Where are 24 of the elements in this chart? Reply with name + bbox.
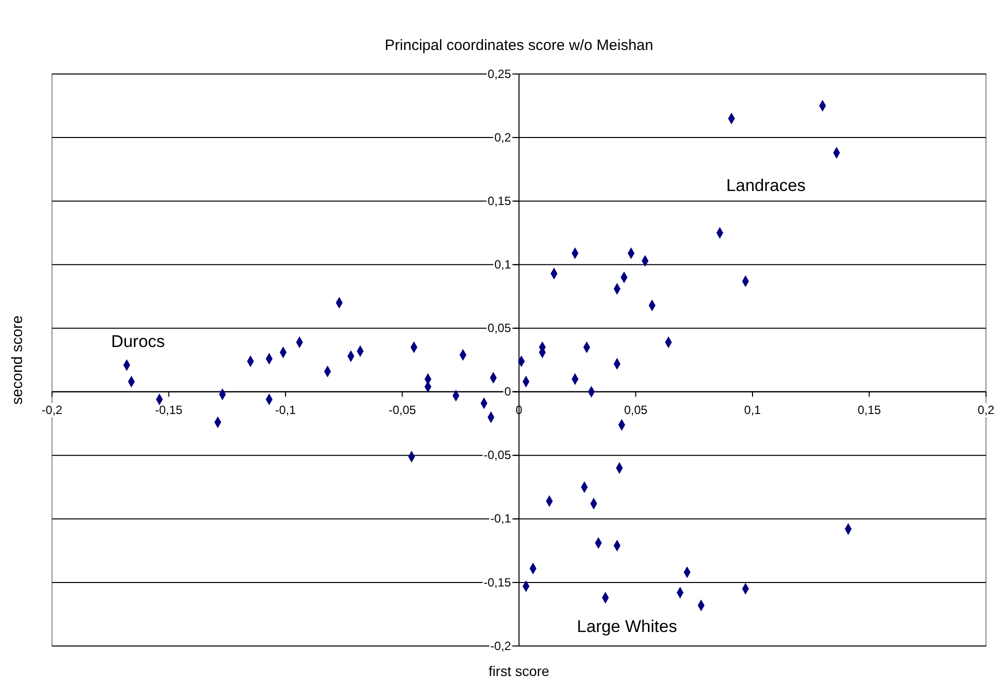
y-tick-label: -0,1 [490,512,512,526]
annotation: Landraces [726,176,806,195]
x-tick-label: 0,05 [624,403,648,418]
y-axis-title: second score [9,315,26,405]
annotation: Durocs [111,332,165,351]
x-tick-label: -0,1 [275,403,296,418]
y-tick-label: -0,05 [484,448,512,462]
x-tick-label: 0,2 [978,403,994,418]
x-tick-label: 0,1 [744,403,762,418]
y-tick-label: -0,2 [490,638,512,653]
y-tick-label: 0,25 [488,66,512,81]
x-tick-label: 0,15 [858,403,882,418]
annotation: Large Whites [576,616,678,636]
y-tick-label: 0,2 [494,130,512,144]
x-axis-title: first score [488,663,550,679]
chart-title: Principal coordinates score w/o Meishan [384,37,654,54]
x-tick-label: -0,05 [388,403,416,418]
x-tick-label: -0,2 [42,403,63,418]
y-tick-label: 0 [504,384,512,399]
y-tick-label: 0,05 [488,321,512,336]
y-tick-label: 0,15 [488,194,512,208]
x-tick-label: -0,15 [155,403,183,418]
y-tick-label: 0,1 [494,258,512,272]
y-tick-label: -0,15 [484,575,512,590]
